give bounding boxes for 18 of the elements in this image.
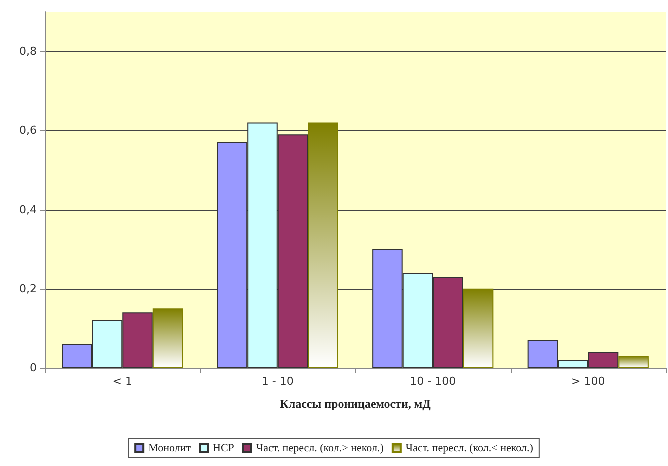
bar (618, 356, 649, 368)
x-axis-title: Классы проницаемости, мД (280, 397, 432, 411)
bar (152, 308, 184, 368)
legend-label: Монолит (148, 442, 192, 454)
x-tick-label: < 1 (112, 375, 132, 388)
y-tick-label: 0,6 (20, 124, 37, 138)
x-tick-label: 10 - 100 (410, 375, 456, 388)
bar (308, 122, 338, 368)
legend-label: НСР (213, 442, 234, 454)
legend-label: Част. пересл. (кол.> некол.) (256, 442, 384, 454)
y-tick-label: 0,8 (20, 45, 37, 58)
x-tick-label: > 100 (572, 375, 606, 388)
x-tick-label: 1 - 10 (262, 375, 294, 388)
bar (463, 288, 494, 368)
y-tick-label: 0,4 (20, 203, 37, 216)
y-tick-label: 0,2 (20, 282, 37, 296)
y-tick-label: 0 (30, 362, 37, 374)
legend-label: Част. пересл. (кол.< некол.) (406, 442, 534, 454)
